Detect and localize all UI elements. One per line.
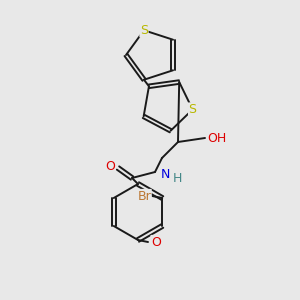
Text: S: S	[140, 24, 148, 37]
Text: Br: Br	[137, 190, 151, 202]
Text: S: S	[189, 103, 196, 116]
Text: H: H	[172, 172, 182, 185]
Text: N: N	[160, 167, 170, 181]
Text: O: O	[105, 160, 115, 172]
Text: O: O	[151, 236, 161, 248]
Text: OH: OH	[207, 131, 226, 145]
